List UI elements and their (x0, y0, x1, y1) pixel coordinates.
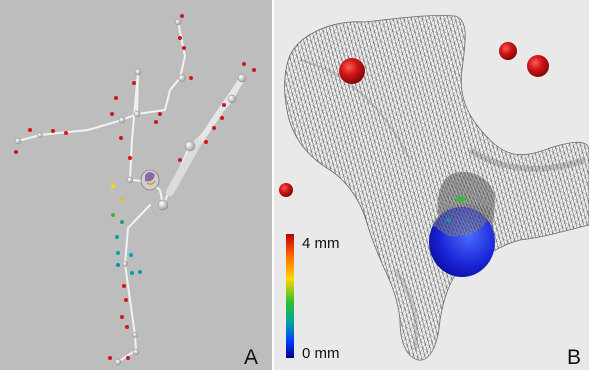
marker-sphere-2 (499, 42, 517, 60)
marker-sphere-4 (279, 183, 293, 197)
joint-nodes (14, 18, 247, 366)
pelvis-model (140, 169, 160, 191)
markers-colored (111, 184, 142, 275)
panel-divider (272, 0, 274, 370)
panel-a-background (0, 0, 272, 370)
cup-highlight-green (455, 196, 467, 202)
mesh-fold-3 (393, 268, 419, 351)
panel-a-label: A (244, 346, 258, 369)
mesh-fold-1 (299, 59, 411, 161)
panel-a: A (0, 0, 272, 370)
color-scale: 4 mm 0 mm (286, 234, 340, 362)
scale-min-label: 0 mm (302, 345, 340, 362)
cup-mesh-overlay (432, 204, 492, 237)
scale-max-label: 4 mm (302, 235, 340, 252)
cup-highlight-cyan (446, 218, 450, 222)
mesh-fold-2 (468, 147, 586, 172)
panel-b: 4 mm 0 mm B (274, 0, 589, 370)
shank-segment (166, 138, 202, 196)
color-scale-bar (286, 234, 294, 358)
marker-sphere-3 (527, 55, 549, 77)
markers-red (14, 14, 256, 360)
panel-b-label: B (567, 346, 581, 369)
marker-sphere-1 (339, 58, 365, 84)
